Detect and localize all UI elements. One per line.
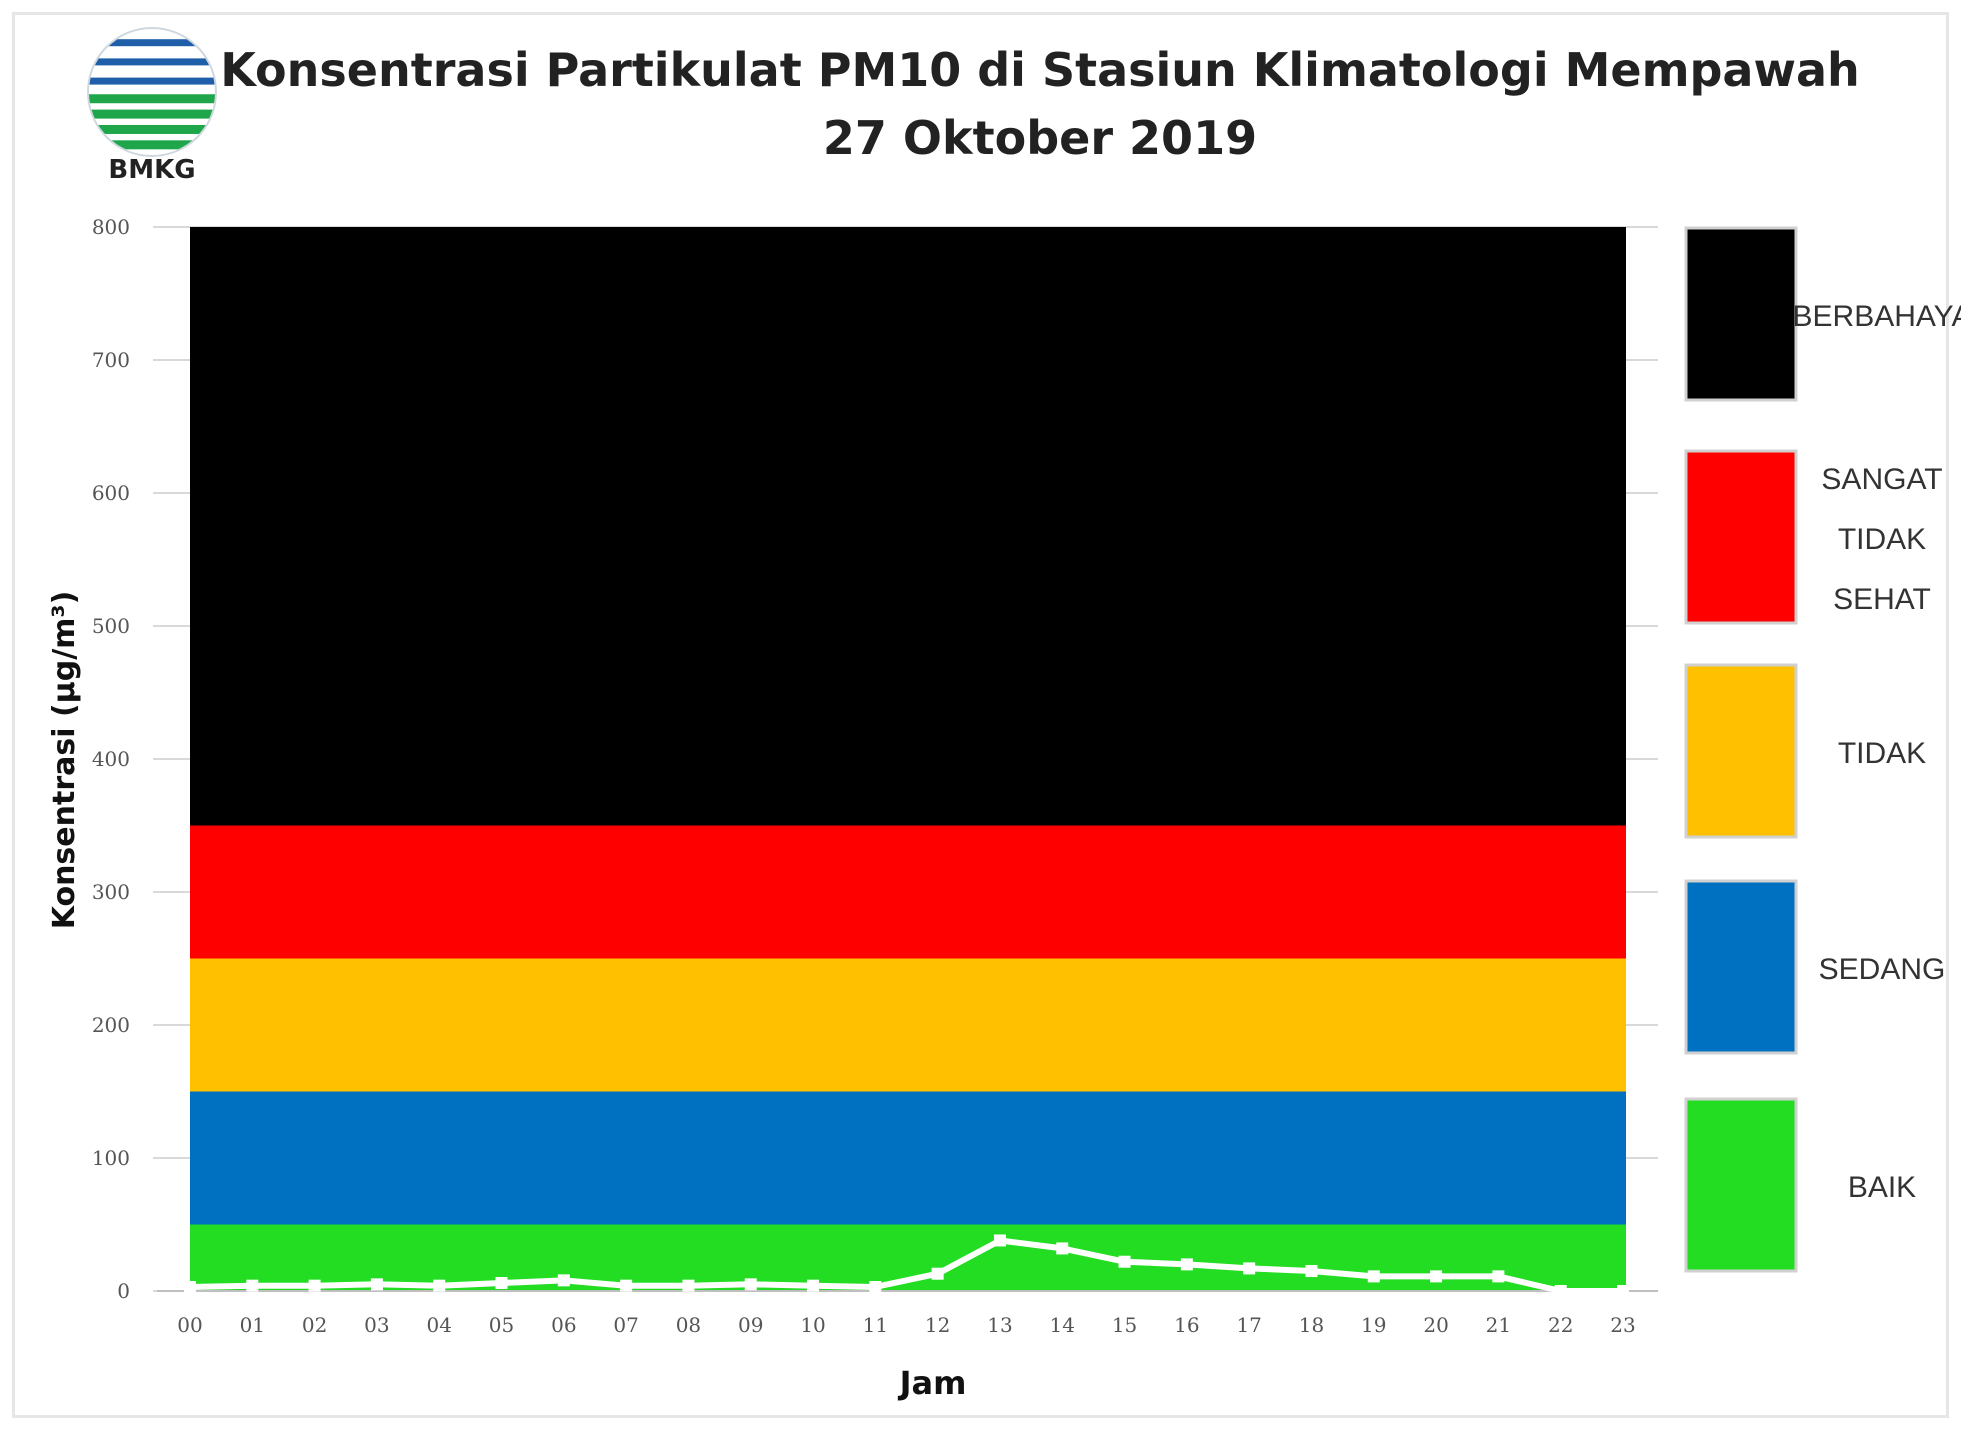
x-tick-label: 00	[177, 1313, 202, 1337]
legend: BERBAHAYA SANGAT TIDAK SEHAT TIDAK SEDANG BAIK	[1684, 226, 1961, 1273]
x-tick-label: 19	[1361, 1313, 1386, 1337]
x-tick-label: 02	[302, 1313, 327, 1337]
y-tick-label: 300	[92, 880, 130, 904]
data-point-10	[807, 1279, 820, 1292]
data-point-15	[1118, 1255, 1131, 1268]
x-tick-label: 14	[1050, 1313, 1075, 1337]
legend-label: SANGAT	[1821, 463, 1942, 496]
legend-item: TIDAK	[1684, 663, 1926, 839]
bmkg-logo: BMKG	[87, 27, 217, 185]
y-tick-label: 600	[92, 481, 130, 505]
legend-label: BERBAHAYA	[1793, 300, 1961, 333]
y-tick-label: 200	[92, 1013, 130, 1037]
data-point-20	[1430, 1270, 1443, 1283]
x-tick-label: 23	[1610, 1313, 1635, 1337]
x-tick-label: 16	[1174, 1313, 1199, 1337]
x-tick-label: 09	[738, 1313, 763, 1337]
data-point-23	[1617, 1285, 1629, 1297]
data-point-06	[557, 1274, 570, 1287]
x-tick-label: 12	[925, 1313, 950, 1337]
x-tick-label: 15	[1112, 1313, 1137, 1337]
bmkg-logo-text: BMKG	[108, 155, 195, 185]
x-tick-label: 07	[613, 1313, 638, 1337]
chart-frame	[12, 12, 1949, 1418]
x-tick-label: 05	[489, 1313, 514, 1337]
data-point-09	[744, 1278, 757, 1291]
legend-label: BAIK	[1848, 1171, 1916, 1204]
data-point-16	[1180, 1258, 1193, 1271]
x-tick-label: 01	[240, 1313, 265, 1337]
data-point-05	[495, 1277, 508, 1290]
x-tick-label: 04	[426, 1313, 451, 1337]
x-tick-label: 08	[676, 1313, 701, 1337]
band-sangat-tidak-sehat	[190, 825, 1626, 959]
x-tick-label: 03	[364, 1313, 389, 1337]
legend-swatch	[1684, 663, 1798, 839]
chart-title: Konsentrasi Partikulat PM10 di Stasiun K…	[220, 43, 1860, 97]
data-point-17	[1243, 1262, 1256, 1275]
y-tick-label: 400	[92, 747, 130, 771]
band-tidak	[190, 958, 1626, 1092]
data-point-12	[931, 1267, 944, 1280]
y-axis-title: Konsentrasi (µg/m³)	[47, 591, 82, 930]
y-tick-label: 0	[117, 1279, 130, 1303]
legend-label: TIDAK	[1838, 523, 1926, 556]
chart-subtitle: 27 Oktober 2019	[823, 111, 1257, 165]
x-tick-label: 20	[1423, 1313, 1448, 1337]
data-point-22	[1554, 1285, 1567, 1297]
x-tick-label: 06	[551, 1313, 576, 1337]
bmkg-logo-emblem	[88, 28, 216, 156]
x-tick-label: 18	[1299, 1313, 1324, 1337]
x-tick-label: 11	[863, 1313, 888, 1337]
x-tick-label: 13	[987, 1313, 1012, 1337]
data-point-21	[1492, 1270, 1505, 1283]
data-point-14	[1056, 1242, 1069, 1255]
legend-item: SANGAT TIDAK SEHAT	[1684, 449, 1943, 625]
y-tick-label: 700	[92, 348, 130, 372]
x-tick-label: 10	[800, 1313, 825, 1337]
data-point-07	[620, 1279, 633, 1292]
legend-swatch	[1684, 879, 1798, 1055]
legend-item: SEDANG	[1684, 879, 1946, 1055]
data-point-18	[1305, 1265, 1318, 1278]
data-point-03	[370, 1278, 383, 1291]
y-tick-label: 800	[92, 215, 130, 239]
series-line	[189, 1237, 1623, 1294]
x-tick-label: 21	[1486, 1313, 1511, 1337]
data-point-02	[308, 1279, 321, 1292]
legend-swatch	[1684, 449, 1798, 625]
category-bands	[190, 227, 1626, 1291]
x-tick-label: 22	[1548, 1313, 1573, 1337]
data-point-19	[1367, 1270, 1380, 1283]
legend-swatch	[1684, 226, 1798, 402]
legend-label: TIDAK	[1838, 737, 1926, 770]
x-tick-labels: 00 01 02 03 04 05 06 07 08 09 10 11 12 13 14 15 16 17 18 19…	[177, 1313, 1635, 1337]
data-point-13	[993, 1234, 1006, 1247]
series-line-group	[184, 1234, 1629, 1297]
data-point-04	[433, 1279, 446, 1292]
data-point-01	[246, 1279, 259, 1292]
x-tick-label: 17	[1236, 1313, 1261, 1337]
x-axis-title: Jam	[898, 1364, 967, 1402]
data-point-00	[184, 1281, 196, 1294]
legend-swatch	[1684, 1097, 1798, 1273]
band-sedang	[190, 1091, 1626, 1225]
legend-item: BAIK	[1684, 1097, 1916, 1273]
legend-item: BERBAHAYA	[1684, 226, 1961, 402]
band-berbahaya	[190, 227, 1626, 826]
y-tick-label: 500	[92, 614, 130, 638]
legend-label: SEHAT	[1833, 583, 1931, 616]
legend-label: SEDANG	[1819, 953, 1946, 986]
data-point-08	[682, 1279, 695, 1292]
y-tick-label: 100	[92, 1146, 130, 1170]
y-tick-labels: 0 100 200 300 400 500 600 700 800	[92, 215, 130, 1303]
data-point-11	[869, 1281, 882, 1294]
